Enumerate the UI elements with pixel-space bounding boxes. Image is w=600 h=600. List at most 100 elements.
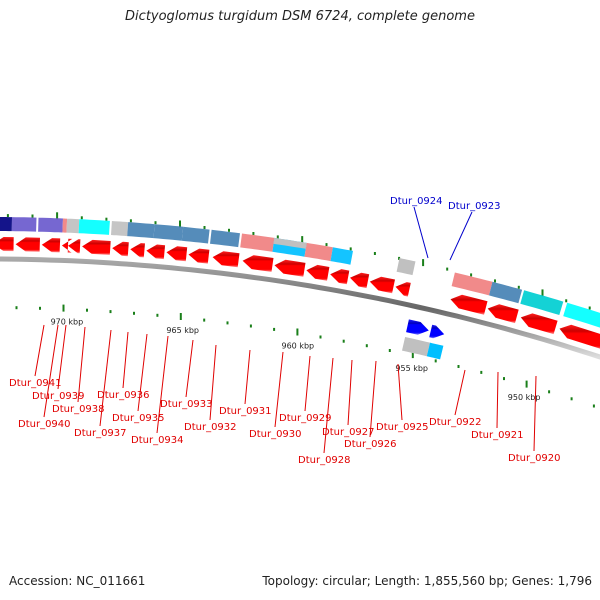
major-tick — [179, 313, 182, 320]
cog-bar — [127, 222, 155, 239]
reverse-gene-arrow[interactable] — [450, 294, 488, 315]
leader-line — [496, 371, 499, 429]
cog-bar — [520, 290, 564, 315]
scale-label: 960 kbp — [282, 342, 315, 351]
reverse-gene-arrow[interactable] — [330, 269, 350, 285]
reverse-gene-arrow[interactable] — [487, 304, 519, 324]
gene-label[interactable]: Dtur_0924 — [390, 196, 443, 207]
inner-minor-tick — [470, 273, 473, 277]
leader-line — [449, 211, 473, 261]
reverse-gene-arrow[interactable] — [242, 255, 274, 272]
cog-bar — [66, 218, 80, 234]
inner-minor-tick — [588, 306, 591, 310]
forward-gene-arrow[interactable] — [406, 319, 429, 335]
reverse-gene-arrow[interactable] — [15, 237, 40, 252]
minor-tick — [156, 313, 159, 317]
gene-label[interactable]: Dtur_0929 — [279, 413, 332, 424]
genome-backbone — [0, 256, 600, 360]
gene-label[interactable]: Dtur_0933 — [160, 399, 213, 410]
cog-bar — [210, 229, 240, 248]
reverse-gene-arrow[interactable] — [61, 238, 73, 253]
leader-line — [99, 329, 112, 427]
gene-label[interactable]: Dtur_0927 — [322, 427, 375, 438]
gene-label[interactable]: Dtur_0938 — [52, 404, 105, 415]
inner-major-tick — [56, 212, 59, 220]
major-tick — [62, 304, 65, 312]
reverse-gene-arrow[interactable] — [212, 251, 240, 268]
inner-major-tick — [422, 259, 425, 267]
gene-label[interactable]: Dtur_0940 — [18, 419, 71, 430]
gene-label[interactable]: Dtur_0941 — [9, 378, 62, 389]
gene-label[interactable]: Dtur_0935 — [112, 413, 165, 424]
reverse-gene-arrow[interactable] — [41, 238, 61, 253]
reverse-gene-arrow[interactable] — [369, 276, 395, 294]
minor-tick — [273, 327, 276, 331]
gene-label[interactable]: Dtur_0925 — [376, 422, 429, 433]
minor-tick — [388, 349, 391, 352]
leader-line — [34, 324, 45, 377]
gene-label[interactable]: Dtur_0926 — [344, 439, 397, 450]
reverse-gene-arrow[interactable] — [188, 248, 210, 264]
reverse-gene-arrow[interactable] — [306, 264, 330, 281]
leader-line — [533, 375, 537, 452]
minor-tick — [319, 335, 322, 339]
cog-color-bars — [0, 217, 600, 360]
gene-label[interactable]: Dtur_0931 — [219, 406, 272, 417]
gene-label[interactable]: Dtur_0923 — [448, 201, 501, 212]
leader-line — [244, 349, 251, 405]
label-leader-lines — [34, 206, 537, 454]
gene-label[interactable]: Dtur_0932 — [184, 422, 237, 433]
reverse-gene-arrow[interactable] — [146, 244, 166, 260]
reverse-gene-arrow[interactable] — [112, 241, 129, 257]
reverse-gene-arrow[interactable] — [350, 272, 370, 289]
cog-bar — [402, 337, 430, 357]
reverse-gene-arrow[interactable] — [166, 246, 188, 262]
major-tick — [525, 380, 528, 388]
cog-bar — [396, 258, 416, 276]
gene-label[interactable]: Dtur_0922 — [429, 417, 482, 428]
minor-tick — [480, 370, 483, 374]
minor-tick — [15, 306, 18, 310]
inner-major-tick — [179, 220, 181, 228]
cog-bar — [78, 219, 110, 235]
scale-label: 955 kbp — [395, 364, 428, 373]
minor-tick — [249, 324, 252, 328]
leader-line — [454, 369, 466, 416]
minor-tick — [39, 306, 41, 310]
inner-minor-tick — [398, 256, 401, 260]
gene-label[interactable]: Dtur_0928 — [298, 455, 351, 466]
cog-bar — [451, 272, 493, 296]
gene-label[interactable]: Dtur_0934 — [131, 435, 184, 446]
reverse-gene-arrow[interactable] — [130, 243, 145, 258]
reverse-gene-arrow[interactable] — [559, 324, 600, 350]
cog-bar — [38, 217, 63, 233]
cog-bar — [111, 221, 129, 237]
reverse-gene-arrow[interactable] — [395, 282, 411, 297]
cog-bar — [273, 237, 307, 249]
reverse-gene-arrow[interactable] — [0, 237, 14, 252]
scale-labels: 970 kbp 965 kbp 960 kbp 955 kbp 950 kbp — [51, 318, 541, 402]
scale-label: 950 kbp — [508, 393, 541, 402]
leader-line — [323, 357, 334, 454]
cog-bar — [563, 302, 600, 328]
minor-tick — [570, 397, 573, 401]
gene-label[interactable]: Dtur_0920 — [508, 453, 561, 464]
minor-tick — [342, 339, 345, 343]
minor-tick — [203, 318, 206, 322]
gene-label[interactable]: Dtur_0936 — [97, 390, 150, 401]
reverse-gene-arrow[interactable] — [274, 259, 306, 277]
cog-bar — [153, 224, 184, 241]
leader-line — [209, 344, 217, 421]
reverse-gene-arrow[interactable] — [68, 239, 81, 254]
gene-label[interactable]: Dtur_0937 — [74, 428, 127, 439]
gene-label[interactable]: Dtur_0939 — [32, 391, 85, 402]
reverse-gene-arrow[interactable] — [520, 313, 558, 335]
forward-gene-arrow[interactable] — [429, 324, 445, 339]
reverse-gene-arrow[interactable] — [82, 239, 111, 255]
cog-bar — [330, 247, 353, 265]
gene-label[interactable]: Dtur_0921 — [471, 430, 524, 441]
leader-line — [137, 333, 148, 412]
gene-label[interactable]: Dtur_0930 — [249, 429, 302, 440]
minor-tick — [109, 310, 112, 314]
major-tick — [296, 328, 299, 336]
